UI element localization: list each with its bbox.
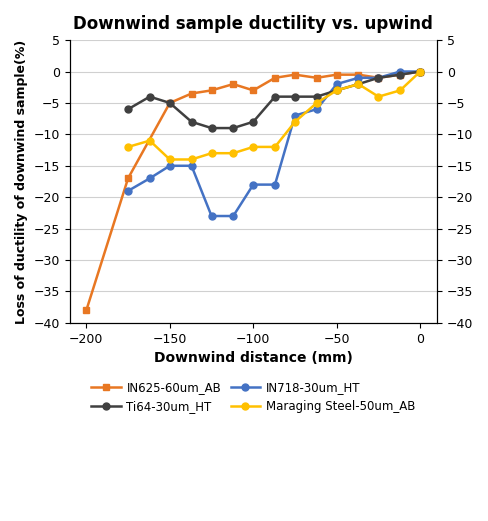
- Line: IN625-60um_AB: IN625-60um_AB: [83, 68, 424, 314]
- Maraging Steel-50um_AB: [292, 119, 298, 125]
- Maraging Steel-50um_AB: [230, 150, 236, 156]
- Ti64-30um_HT: [397, 71, 403, 78]
- IN625-60um_AB: [356, 71, 362, 78]
- IN625-60um_AB: [208, 87, 214, 93]
- IN625-60um_AB: [167, 100, 173, 106]
- Ti64-30um_HT: [314, 94, 320, 100]
- Maraging Steel-50um_AB: [125, 144, 131, 150]
- Maraging Steel-50um_AB: [314, 100, 320, 106]
- IN718-30um_HT: [167, 163, 173, 169]
- IN718-30um_HT: [230, 213, 236, 219]
- IN718-30um_HT: [417, 68, 423, 75]
- Ti64-30um_HT: [125, 106, 131, 113]
- IN625-60um_AB: [397, 71, 403, 78]
- Ti64-30um_HT: [230, 125, 236, 131]
- Maraging Steel-50um_AB: [397, 87, 403, 93]
- IN625-60um_AB: [272, 75, 278, 81]
- IN625-60um_AB: [83, 307, 89, 314]
- IN718-30um_HT: [356, 75, 362, 81]
- IN625-60um_AB: [334, 71, 340, 78]
- Maraging Steel-50um_AB: [356, 81, 362, 87]
- IN625-60um_AB: [292, 71, 298, 78]
- IN625-60um_AB: [314, 75, 320, 81]
- IN625-60um_AB: [188, 90, 194, 96]
- Maraging Steel-50um_AB: [147, 138, 153, 144]
- Maraging Steel-50um_AB: [188, 156, 194, 163]
- IN718-30um_HT: [208, 213, 214, 219]
- IN625-60um_AB: [376, 75, 382, 81]
- Ti64-30um_HT: [272, 94, 278, 100]
- Maraging Steel-50um_AB: [167, 156, 173, 163]
- Ti64-30um_HT: [334, 87, 340, 93]
- IN718-30um_HT: [334, 81, 340, 87]
- Y-axis label: Loss of ductility of downwind sample(%): Loss of ductility of downwind sample(%): [15, 40, 28, 324]
- IN718-30um_HT: [188, 163, 194, 169]
- Maraging Steel-50um_AB: [376, 94, 382, 100]
- IN718-30um_HT: [250, 181, 256, 188]
- Ti64-30um_HT: [147, 94, 153, 100]
- IN718-30um_HT: [292, 113, 298, 119]
- X-axis label: Downwind distance (mm): Downwind distance (mm): [154, 351, 353, 365]
- IN625-60um_AB: [417, 68, 423, 75]
- Ti64-30um_HT: [292, 94, 298, 100]
- IN718-30um_HT: [314, 106, 320, 113]
- Ti64-30um_HT: [356, 81, 362, 87]
- Line: Maraging Steel-50um_AB: Maraging Steel-50um_AB: [124, 68, 424, 163]
- Legend: IN625-60um_AB, Ti64-30um_HT, IN718-30um_HT, Maraging Steel-50um_AB: IN625-60um_AB, Ti64-30um_HT, IN718-30um_…: [86, 377, 420, 418]
- Ti64-30um_HT: [188, 119, 194, 125]
- Ti64-30um_HT: [417, 68, 423, 75]
- Maraging Steel-50um_AB: [272, 144, 278, 150]
- Maraging Steel-50um_AB: [208, 150, 214, 156]
- IN625-60um_AB: [230, 81, 236, 87]
- Maraging Steel-50um_AB: [334, 87, 340, 93]
- IN718-30um_HT: [147, 175, 153, 181]
- IN625-60um_AB: [250, 87, 256, 93]
- Ti64-30um_HT: [167, 100, 173, 106]
- Maraging Steel-50um_AB: [417, 68, 423, 75]
- IN718-30um_HT: [397, 68, 403, 75]
- Ti64-30um_HT: [376, 75, 382, 81]
- Maraging Steel-50um_AB: [250, 144, 256, 150]
- Line: IN718-30um_HT: IN718-30um_HT: [124, 68, 424, 219]
- Line: Ti64-30um_HT: Ti64-30um_HT: [124, 68, 424, 131]
- IN718-30um_HT: [272, 181, 278, 188]
- IN625-60um_AB: [125, 175, 131, 181]
- Title: Downwind sample ductility vs. upwind: Downwind sample ductility vs. upwind: [73, 15, 433, 33]
- Ti64-30um_HT: [250, 119, 256, 125]
- IN718-30um_HT: [125, 188, 131, 194]
- IN718-30um_HT: [376, 75, 382, 81]
- Ti64-30um_HT: [208, 125, 214, 131]
